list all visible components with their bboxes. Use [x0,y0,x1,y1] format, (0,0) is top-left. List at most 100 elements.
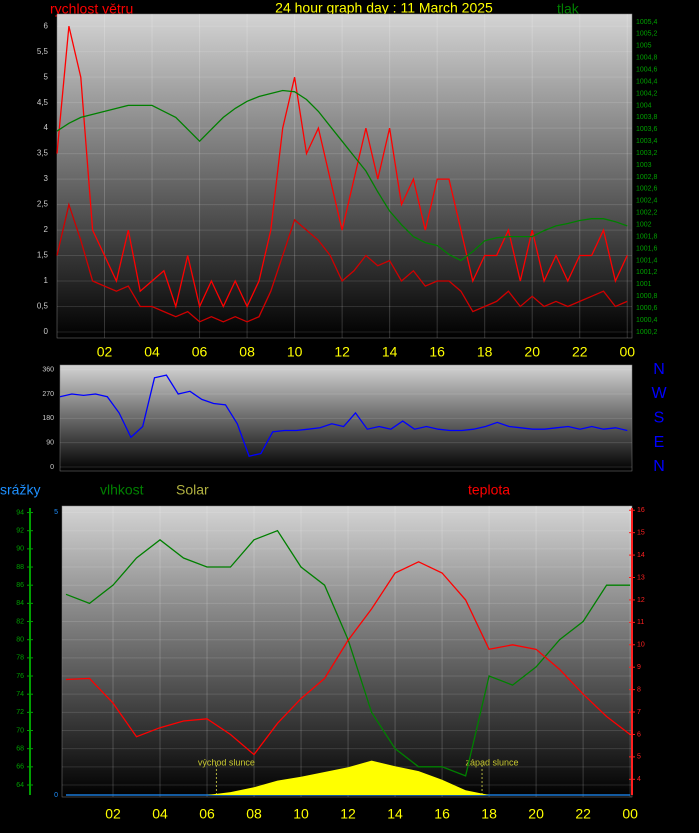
chart-title: 24 hour graph day : 11 March 2025 [275,0,493,16]
y-tick-label: 1003 [636,162,652,169]
y-tick-label: 84 [16,600,24,607]
series-line [56,202,628,323]
y-tick-label: 90 [46,440,54,447]
plot-background [61,505,633,798]
y-tick-label: 6 [637,731,641,738]
plot-background [59,364,633,472]
y-tick-label: 11 [637,619,644,626]
y-tick-label: 90 [16,546,24,553]
series-line [56,89,628,262]
legend-label: vlhkost [100,482,144,498]
pressure-label: tlak [557,1,580,17]
x-tick-label: 12 [340,806,356,822]
y-tick-label: 1001,8 [636,233,658,240]
x-tick-label: 20 [528,806,544,822]
y-tick-label: 2,5 [37,200,49,209]
y-tick-label: 82 [16,618,24,625]
y-tick-label: 92 [16,528,24,535]
y-tick-label: 1003,8 [636,114,658,121]
y-tick-label: 1000,4 [636,317,658,324]
y-tick-label: 72 [16,709,24,716]
series-line [59,374,628,457]
x-tick-label: 10 [293,806,309,822]
y-tick-label: 1001,2 [636,269,658,276]
y-tick-label: W [651,385,667,402]
y-tick-label: 9 [637,664,641,671]
y-tick-label: 1003,4 [636,138,658,145]
y-tick-label: 86 [16,582,24,589]
x-tick-label: 08 [246,806,262,822]
y-tick-label: 1 [44,276,49,285]
y-tick-label: 1005 [636,43,652,50]
y-tick-label: 4 [637,776,641,783]
x-tick-label: 10 [287,344,303,360]
y-tick-label: 2 [44,225,49,234]
legend-label: srážky [0,482,40,498]
y-tick-label: 66 [16,764,24,771]
y-tick-label: 68 [16,746,24,753]
y-tick-label: 1000,6 [636,305,658,312]
y-tick-label: 1002,2 [636,210,658,217]
y-tick-label: 1002,6 [636,186,658,193]
y-tick-label: 4,5 [37,98,49,107]
y-tick-label: 3,5 [37,149,49,158]
y-tick-label: S [654,410,665,427]
x-tick-label: 04 [152,806,168,822]
x-tick-label: 08 [239,344,255,360]
y-tick-label: 78 [16,655,24,662]
y-tick-label: 1000,8 [636,293,658,300]
y-tick-label: 7 [637,709,641,716]
y-tick-label: 1003,2 [636,150,658,157]
y-tick-label: 70 [16,727,24,734]
legend-label: teplota [468,482,510,498]
wind-speed-label: rychlost větru [50,1,133,17]
x-tick-label: 06 [199,806,215,822]
y-tick-label: 16 [637,507,645,514]
y-tick-label: 180 [42,415,54,422]
y-tick-label: 12 [637,597,645,604]
x-tick-label: 18 [481,806,497,822]
y-tick-label: 0,5 [37,302,49,311]
x-tick-label: 02 [105,806,121,822]
y-tick-label: 1004,2 [636,90,658,97]
y-tick-label: 88 [16,564,24,571]
y-tick-label: 80 [16,637,24,644]
x-tick-label: 02 [97,344,113,360]
series-line [65,561,631,756]
y-tick-label: 5 [54,509,58,516]
legend-label: Solar [176,482,209,498]
x-tick-label: 18 [477,344,493,360]
y-tick-label: 0 [50,464,54,471]
x-tick-label: 22 [575,806,591,822]
y-tick-label: E [654,434,665,451]
y-tick-label: 74 [16,691,24,698]
y-tick-label: 64 [16,782,24,789]
y-tick-label: 14 [637,552,645,559]
y-tick-label: 4 [44,123,49,132]
y-tick-label: 1,5 [37,251,49,260]
plot-background [56,13,633,339]
y-tick-label: 1001,4 [636,257,658,264]
x-tick-label: 14 [387,806,403,822]
y-tick-label: 360 [42,367,54,374]
y-tick-label: 1004,8 [636,55,658,62]
y-tick-label: 15 [637,530,645,537]
y-tick-label: 1001 [636,281,652,288]
x-tick-label: 22 [572,344,588,360]
y-tick-label: 5 [44,72,49,81]
y-tick-label: 94 [16,509,24,516]
y-tick-label: 10 [637,642,645,649]
y-tick-label: 1002 [636,222,652,229]
y-tick-label: 1005,4 [636,19,658,26]
y-tick-label: 1002,8 [636,174,658,181]
y-tick-label: 1000,2 [636,329,658,336]
x-tick-label: 14 [382,344,398,360]
x-tick-label: 00 [619,344,635,360]
y-tick-label: 3 [44,174,49,183]
y-tick-label: 1003,6 [636,126,658,133]
y-tick-label: 1004,6 [636,67,658,74]
annotation-text: východ slunce [198,757,255,767]
y-tick-label: 8 [637,686,641,693]
x-tick-label: 04 [144,344,160,360]
